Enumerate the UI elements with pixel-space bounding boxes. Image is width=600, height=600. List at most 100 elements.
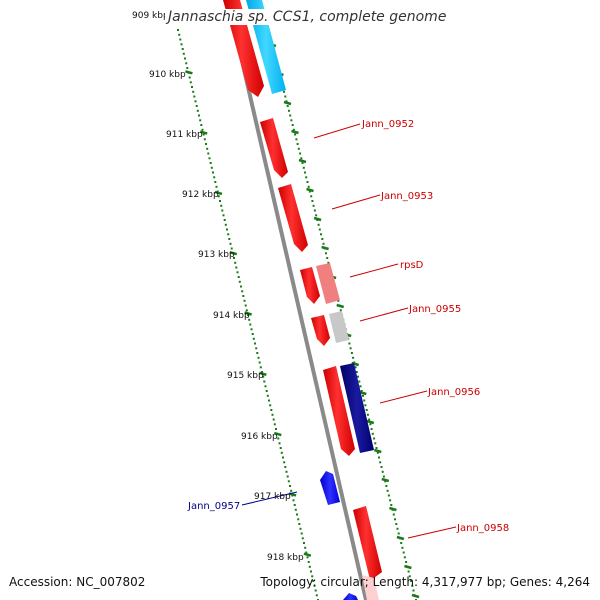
gene-feature[interactable] [316, 263, 340, 304]
accession-text: Accession: NC_007802 [9, 575, 146, 589]
ring-dot [315, 594, 318, 597]
gene-feature[interactable] [320, 471, 340, 505]
ring-tick [298, 158, 307, 164]
ring-tick [229, 250, 238, 256]
ring-dot [282, 456, 284, 459]
ring-dot [186, 67, 189, 69]
gene-feature[interactable] [329, 311, 349, 343]
ring-dot [283, 461, 286, 464]
gene-feature[interactable] [340, 363, 374, 453]
ring-dot [200, 124, 203, 126]
ring-dot [352, 356, 355, 359]
gene-feature[interactable] [343, 593, 358, 600]
ring-tick [291, 129, 299, 135]
ring-dot [259, 366, 262, 369]
gene-feature[interactable] [311, 315, 330, 346]
ring-dot [385, 485, 388, 487]
ring-dot [318, 228, 321, 231]
tick-labels: 909 kbp 910 kbp 911 kbp 912 kbp 913 kbp … [132, 11, 304, 563]
ring-tick [185, 70, 193, 75]
tick-label: 916 kbp [241, 432, 278, 442]
ring-tick [381, 477, 390, 483]
genome-title: Jannaschia sp. CCS1, complete genome [165, 9, 450, 25]
ring-dot [199, 119, 202, 122]
ring-dot [185, 62, 188, 65]
ring-dot [257, 356, 260, 359]
ring-dot [203, 138, 206, 141]
ring-dot [321, 238, 324, 240]
ring-tick [214, 190, 223, 196]
gene-label[interactable]: Jann_0957 [187, 501, 240, 512]
ring-dot [222, 214, 225, 217]
ring-dot [233, 257, 235, 259]
ring-dot [284, 466, 287, 468]
gene-feature[interactable] [353, 506, 382, 580]
gene-feature[interactable] [278, 184, 308, 252]
ring-dot [375, 447, 378, 449]
ring-dot [291, 124, 294, 126]
ring-dot [370, 428, 373, 430]
ring-dot [287, 480, 290, 483]
ring-dot [387, 494, 390, 497]
gene-feature[interactable] [362, 575, 379, 600]
ring-dot [408, 575, 411, 578]
tick-label: 912 kbp [182, 190, 219, 200]
ring-dot [305, 176, 308, 179]
ring-dot [350, 352, 353, 354]
ring-dot [290, 119, 293, 122]
ring-tick [336, 303, 345, 309]
ring-dot [299, 527, 302, 530]
ring-dot [314, 589, 317, 592]
ring-dot [280, 451, 283, 454]
ring-tick [321, 245, 329, 251]
ring-dot [275, 428, 277, 430]
ring-dot [300, 157, 303, 160]
ring-dot [325, 252, 327, 255]
ring-dot [301, 537, 304, 540]
tick-label: 911 kbp [166, 130, 203, 140]
gene-feature[interactable] [300, 267, 320, 304]
ring-dot [320, 233, 322, 236]
ring-dot [258, 361, 261, 364]
gene-label[interactable]: Jann_0953 [380, 191, 433, 202]
ring-dot [395, 523, 398, 525]
ring-dot [382, 475, 385, 478]
ring-dot [378, 456, 380, 459]
ring-dot [208, 157, 211, 160]
gene-label[interactable]: Jann_0952 [361, 119, 414, 130]
gene-feature[interactable] [323, 366, 355, 456]
ring-dot [224, 223, 227, 226]
ring-dot [337, 299, 340, 302]
tick-label: 910 kbp [149, 70, 186, 80]
tick-label: 914 kbp [213, 311, 250, 321]
ring-dot [365, 409, 368, 411]
ring-dot [297, 518, 300, 521]
gene-label[interactable]: Jann_0956 [427, 387, 480, 398]
ring-dot [270, 409, 273, 411]
ring-tick [259, 371, 267, 377]
ring-dot [247, 314, 249, 316]
tick-label: 913 kbp [198, 250, 235, 260]
ring-dot [357, 375, 359, 378]
gene-label[interactable]: rpsD [400, 260, 424, 271]
ring-dot [359, 385, 362, 388]
ring-tick [199, 130, 208, 135]
ring-dot [354, 366, 357, 369]
ring-tick [389, 506, 397, 512]
ring-tick [411, 593, 420, 599]
ring-dot [286, 475, 289, 478]
ring-dot [308, 190, 311, 193]
ring-tick [373, 448, 382, 454]
ring-dot [298, 523, 301, 525]
ring-dot [240, 285, 242, 288]
ring-dot [264, 385, 267, 388]
ring-dot [326, 257, 329, 259]
ring-dot [226, 228, 228, 231]
ring-dot [289, 114, 292, 117]
gene-label[interactable]: Jann_0955 [408, 304, 461, 315]
gene-label[interactable]: Jann_0958 [456, 523, 509, 534]
gene-feature[interactable] [260, 118, 288, 178]
ring-dot [292, 128, 295, 131]
ring-dot [312, 580, 315, 582]
ring-dot [306, 181, 309, 183]
